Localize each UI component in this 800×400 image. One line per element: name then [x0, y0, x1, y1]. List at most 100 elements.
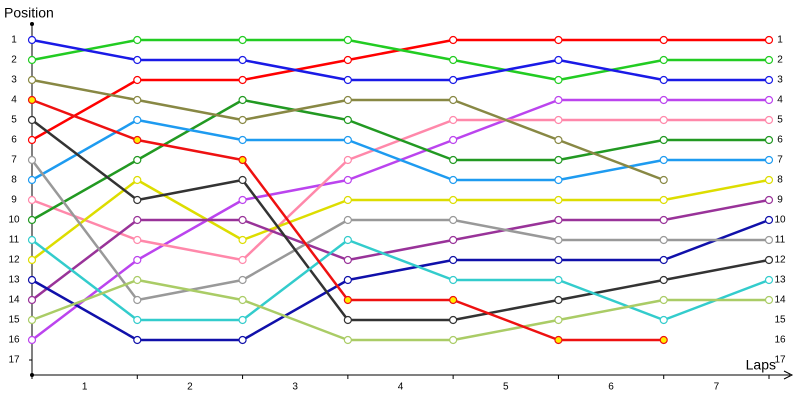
- point-marker: [27, 315, 37, 325]
- point-marker: [238, 155, 247, 165]
- point-marker: [554, 255, 563, 265]
- y-tick-label: 4: [11, 95, 17, 106]
- point-marker: [133, 295, 142, 305]
- series-line: [31, 159, 769, 302]
- series-line: [31, 238, 770, 322]
- point-marker: [238, 275, 247, 285]
- y-tick-label: 11: [9, 235, 20, 246]
- point-marker: [343, 95, 352, 105]
- y-tick-label: 12: [8, 255, 20, 266]
- point-marker: [764, 215, 774, 225]
- point-marker: [343, 135, 352, 145]
- point-marker: [27, 235, 37, 245]
- series-line: [31, 98, 769, 222]
- point-marker: [27, 55, 37, 65]
- x-tick-label: 2: [187, 382, 193, 393]
- point-marker: [554, 175, 563, 185]
- point-marker: [449, 115, 458, 125]
- point-marker: [659, 315, 668, 325]
- point-marker: [238, 335, 247, 345]
- y-tick-label: 10: [8, 215, 20, 226]
- point-marker: [764, 95, 774, 105]
- point-marker: [554, 115, 563, 125]
- point-marker: [133, 75, 142, 85]
- point-marker: [659, 115, 668, 125]
- point-marker: [554, 35, 563, 45]
- axis-arrow: [783, 370, 794, 380]
- point-marker: [659, 235, 668, 245]
- point-marker: [133, 215, 142, 225]
- y-tick-label: 2: [11, 55, 17, 66]
- point-marker: [659, 195, 668, 205]
- point-marker: [343, 55, 352, 65]
- point-marker: [449, 295, 458, 305]
- y-tick-label-right: 5: [777, 115, 783, 126]
- point-marker: [27, 275, 37, 285]
- y-tick-label: 17: [8, 355, 20, 366]
- point-marker: [238, 175, 247, 185]
- point-marker: [449, 195, 458, 205]
- y-tick-label-right: 8: [777, 175, 783, 186]
- point-marker: [764, 35, 774, 45]
- point-marker: [659, 215, 668, 225]
- y-tick-label-right: 1: [777, 35, 783, 46]
- x-tick-label: 4: [398, 382, 404, 393]
- x-tick-label: 6: [608, 382, 614, 393]
- point-marker: [133, 35, 142, 45]
- y-tick-label-right: 12: [774, 255, 786, 266]
- point-marker: [238, 35, 247, 45]
- point-marker: [343, 315, 352, 325]
- point-marker: [554, 215, 563, 225]
- point-marker: [449, 35, 458, 45]
- point-marker: [449, 315, 458, 325]
- point-marker: [133, 335, 142, 345]
- series-line: [31, 38, 769, 82]
- point-marker: [449, 55, 458, 65]
- point-marker: [554, 195, 563, 205]
- point-marker: [343, 335, 352, 345]
- point-marker: [554, 335, 563, 345]
- point-marker: [238, 135, 247, 145]
- point-marker: [449, 235, 458, 245]
- point-marker: [133, 235, 142, 245]
- point-marker: [554, 135, 563, 145]
- series-line: [31, 178, 770, 261]
- point-marker: [238, 95, 247, 105]
- series-line: [31, 38, 769, 142]
- point-marker: [764, 255, 774, 265]
- point-marker: [27, 335, 37, 345]
- point-marker: [133, 255, 142, 265]
- point-marker: [238, 315, 247, 325]
- point-marker: [554, 155, 563, 165]
- y-tick-label-right: 3: [777, 75, 783, 86]
- point-marker: [659, 75, 668, 85]
- point-marker: [343, 35, 352, 45]
- point-marker: [238, 295, 247, 305]
- point-marker: [659, 35, 668, 45]
- x-tick-label: 7: [714, 382, 720, 393]
- point-marker: [238, 55, 247, 65]
- point-marker: [659, 295, 668, 305]
- point-marker: [659, 135, 668, 145]
- point-marker: [238, 75, 247, 85]
- y-tick-label-right: 16: [774, 335, 786, 346]
- y-tick-label: 7: [11, 155, 17, 166]
- point-marker: [238, 115, 247, 125]
- point-marker: [27, 135, 37, 145]
- y-tick-label-right: 17: [774, 355, 786, 366]
- y-tick-label-right: 14: [774, 295, 786, 306]
- point-marker: [764, 235, 774, 245]
- series-line: [31, 218, 770, 342]
- point-marker: [27, 155, 37, 165]
- y-tick-label: 5: [11, 115, 17, 126]
- point-marker: [554, 295, 563, 305]
- point-marker: [133, 55, 142, 65]
- point-marker: [133, 195, 142, 205]
- y-tick-label: 16: [8, 335, 20, 346]
- point-marker: [659, 175, 668, 185]
- point-marker: [449, 155, 458, 165]
- y-tick-label: 6: [11, 135, 17, 146]
- point-marker: [554, 315, 563, 325]
- point-marker: [27, 295, 37, 305]
